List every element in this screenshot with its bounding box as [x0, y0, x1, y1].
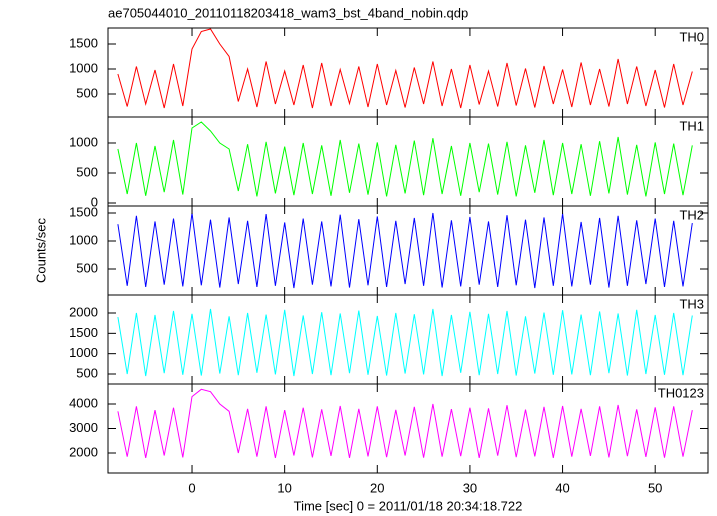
- x-tick-label: 50: [648, 480, 662, 495]
- x-tick-label: 20: [370, 480, 384, 495]
- y-tick-label: 1500: [69, 35, 98, 50]
- light-curve: [117, 388, 693, 458]
- panel-frame: [107, 116, 709, 207]
- y-tick-label: 1500: [69, 325, 98, 340]
- panel-frame: [107, 383, 709, 474]
- light-curve: [117, 28, 693, 109]
- y-tick-label: 500: [76, 164, 98, 179]
- x-tick-label: 0: [188, 480, 195, 495]
- y-tick-label: 2000: [69, 444, 98, 459]
- y-tick-label: 1000: [69, 345, 98, 360]
- y-tick-label: 4000: [69, 395, 98, 410]
- series-label: TH3: [679, 296, 704, 311]
- y-tick-label: 1000: [69, 134, 98, 149]
- chart-title: ae705044010_20110118203418_wam3_bst_4ban…: [108, 5, 468, 20]
- series-label: TH0123: [658, 385, 704, 400]
- x-tick-label: 10: [277, 480, 291, 495]
- x-tick-label: 30: [463, 480, 477, 495]
- light-curve: [117, 308, 693, 377]
- y-tick-label: 3000: [69, 420, 98, 435]
- y-tick-label: 1000: [69, 232, 98, 247]
- series-label: TH0: [679, 29, 704, 44]
- y-tick-label: 1500: [69, 204, 98, 219]
- y-tick-label: 0: [91, 194, 98, 209]
- y-tick-label: 2000: [69, 304, 98, 319]
- light-curve: [117, 212, 693, 289]
- y-tick-label: 1000: [69, 60, 98, 75]
- y-tick-label: 500: [76, 365, 98, 380]
- series-label: TH2: [679, 207, 704, 222]
- y-axis-label: Counts/sec: [33, 217, 48, 283]
- y-tick-label: 500: [76, 260, 98, 275]
- panel-frame: [107, 294, 709, 385]
- light-curve: [117, 121, 693, 197]
- series-label: TH1: [679, 118, 704, 133]
- panel-frame: [107, 27, 709, 118]
- x-tick-label: 40: [555, 480, 569, 495]
- y-tick-label: 500: [76, 85, 98, 100]
- x-axis-label: Time [sec] 0 = 2011/01/18 20:34:18.722: [294, 498, 523, 513]
